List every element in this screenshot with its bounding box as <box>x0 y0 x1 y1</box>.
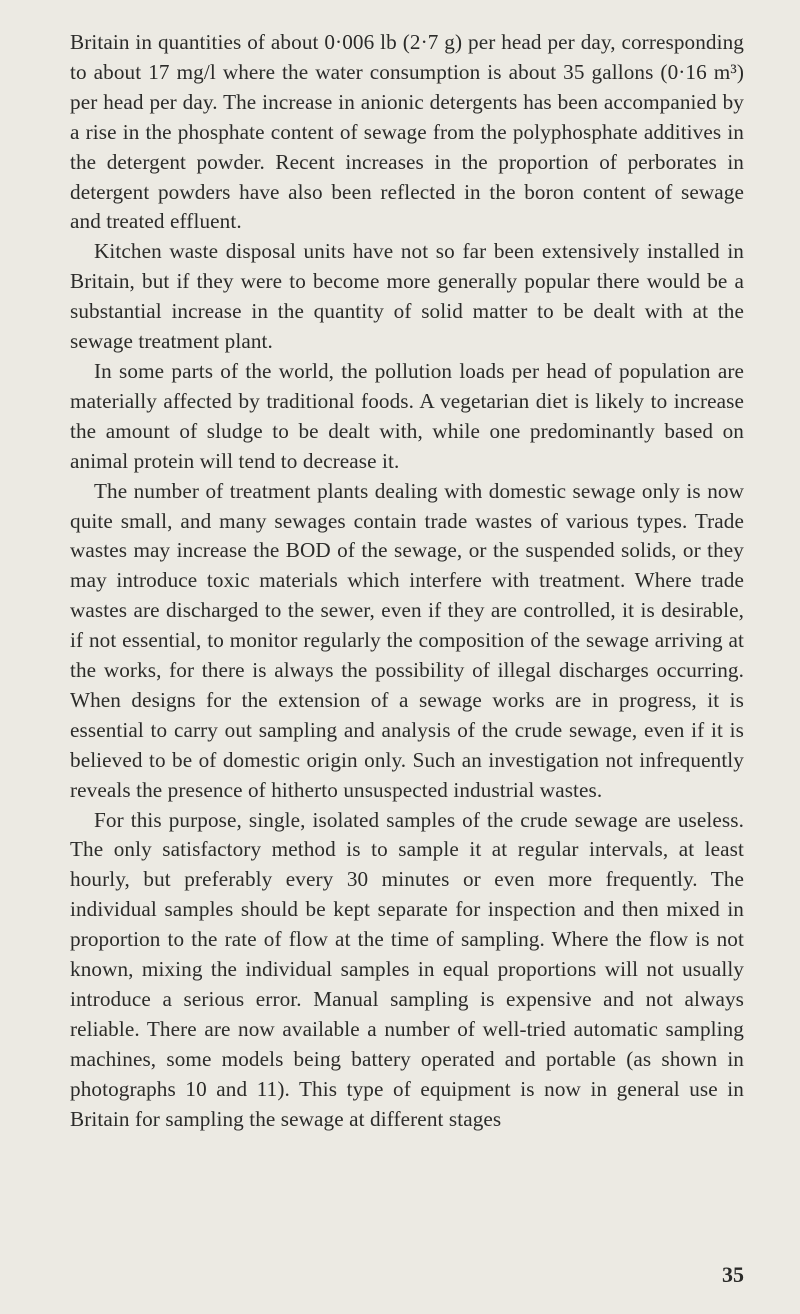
paragraph-4: The number of treatment plants dealing w… <box>70 477 744 806</box>
paragraph-3: In some parts of the world, the pollutio… <box>70 357 744 477</box>
paragraph-2: Kitchen waste disposal units have not so… <box>70 237 744 357</box>
paragraph-5: For this purpose, single, isolated sampl… <box>70 806 744 1135</box>
page-number: 35 <box>722 1262 744 1288</box>
page-body: Britain in quantities of about 0·006 lb … <box>0 0 800 1135</box>
paragraph-1: Britain in quantities of about 0·006 lb … <box>70 28 744 237</box>
